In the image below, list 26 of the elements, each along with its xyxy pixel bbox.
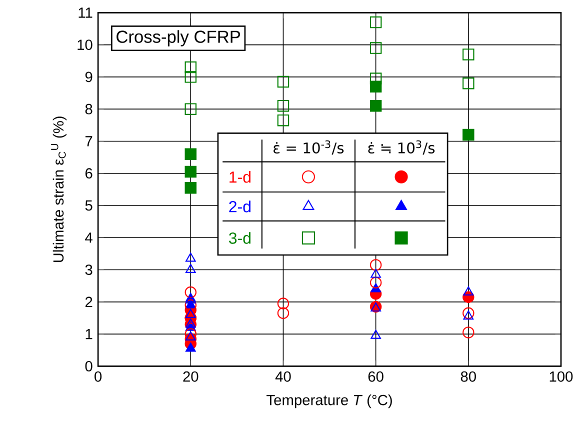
x-tick-label: 0 (94, 371, 102, 382)
y-tick-label: 0 (85, 361, 92, 372)
y-tick-label: 11 (78, 8, 92, 18)
y-tick-label: 10 (78, 40, 92, 50)
annotation: ε̇ = 10$^{-3}$/s (274, 140, 344, 155)
y-tick-label: 5 (85, 200, 92, 211)
y-tick-label: 9 (85, 72, 92, 82)
y-axis-title: Ultimate strain ε$_{C}$$^{U}$ (%) (51, 116, 67, 262)
text: 3-d (228, 232, 250, 244)
x-tick-label: 80 (460, 371, 476, 382)
y-tick-label: 7 (85, 136, 92, 146)
y-tick-label: 4 (85, 232, 92, 243)
x-tick-label: 20 (183, 371, 198, 382)
text: 1-d (230, 171, 250, 183)
text: 2-d (229, 200, 250, 212)
text: Cross-ply CFRP (116, 30, 240, 46)
y-tick-label: 1 (86, 329, 92, 340)
x-tick-label: 40 (275, 371, 291, 382)
x-axis-title: Temperature T (°C) (266, 394, 392, 408)
y-tick-label: 2 (85, 296, 92, 308)
annotation: ε̇ ≒ 10$^{3}$/s (368, 140, 435, 155)
x-tick-label: 60 (368, 371, 384, 382)
y-tick-label: 3 (85, 264, 92, 276)
y-tick-label: 8 (85, 104, 92, 114)
y-tick-label: 6 (85, 168, 92, 179)
x-tick-label: 100 (550, 371, 573, 382)
